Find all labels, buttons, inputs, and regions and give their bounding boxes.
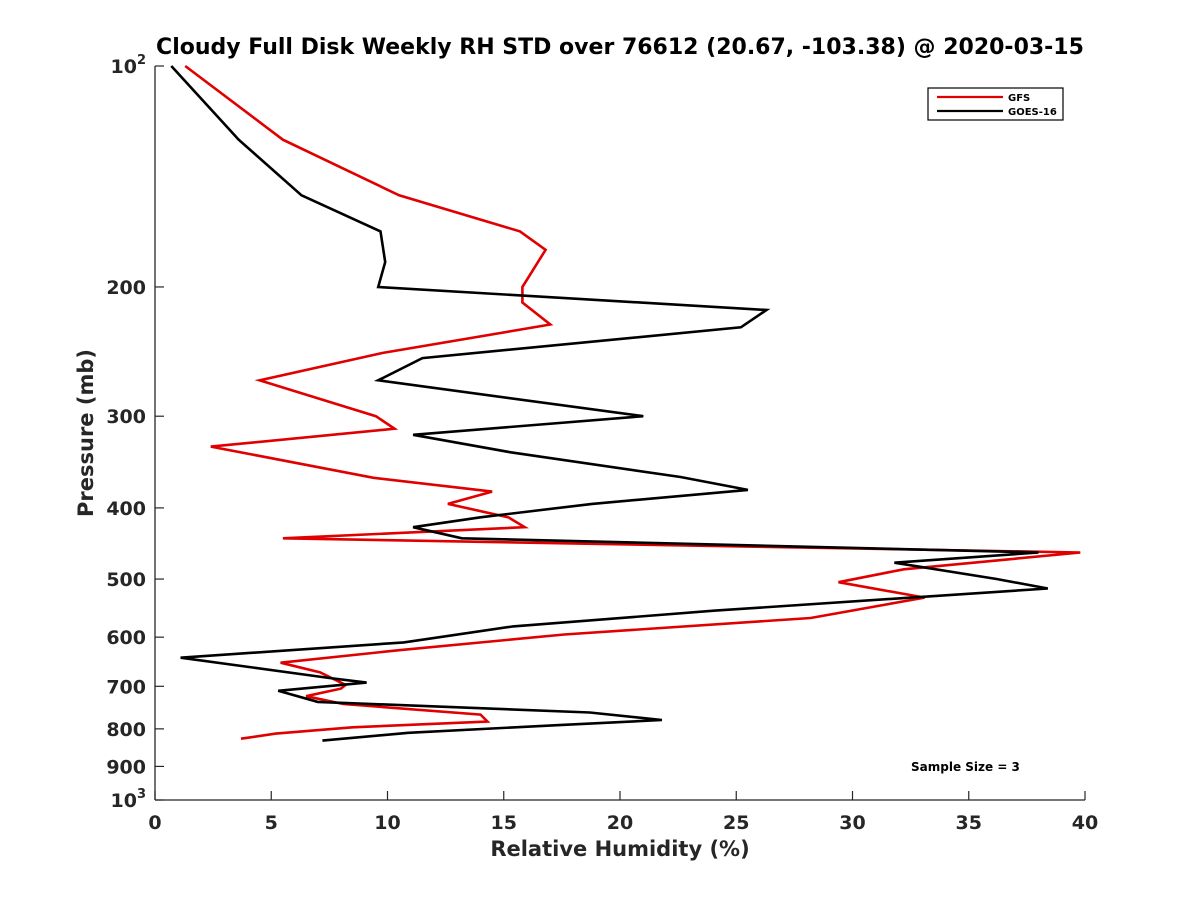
x-tick-label: 25	[723, 812, 749, 834]
x-axis-label: Relative Humidity (%)	[490, 837, 749, 861]
series-line-goes-16	[170, 65, 1049, 742]
x-tick-label: 15	[491, 812, 517, 834]
y-tick-label: 103	[111, 787, 147, 812]
y-tick-label: 700	[106, 676, 146, 698]
legend-box	[927, 87, 1064, 121]
legend-label-gfs: GFS	[1008, 93, 1030, 104]
plot-area: 0 5 10 15 20 25 30 35 40 102 200 300 400 500 600 700 80…	[106, 53, 1098, 834]
x-tick-label: 35	[956, 812, 982, 834]
legend: GFS GOES-16	[927, 87, 1064, 121]
x-tick-label: 30	[839, 812, 865, 834]
y-tick-label: 200	[106, 277, 146, 299]
x-tick-label: 5	[265, 812, 278, 834]
y-tick-label: 300	[106, 406, 146, 428]
y-tick-label: 500	[106, 569, 146, 591]
x-axis-ticks: 0 5 10 15 20 25 30 35 40	[148, 791, 1098, 834]
x-tick-label: 20	[607, 812, 633, 834]
legend-label-goes-16: GOES-16	[1008, 107, 1057, 118]
x-tick-label: 10	[374, 812, 400, 834]
sample-size-annotation: Sample Size = 3	[911, 760, 1020, 774]
x-tick-label: 0	[148, 812, 161, 834]
y-axis-ticks: 102 200 300 400 500 600 700 800 900 103	[106, 53, 164, 812]
y-tick-label: 800	[106, 719, 146, 741]
series-line-gfs	[184, 64, 1081, 740]
y-axis-label: Pressure (mb)	[74, 349, 98, 517]
chart-title: Cloudy Full Disk Weekly RH STD over 7661…	[156, 35, 1084, 60]
y-tick-label: 600	[106, 627, 146, 649]
plot-frame	[155, 66, 1085, 800]
x-tick-label: 40	[1072, 812, 1098, 834]
y-tick-label: 102	[111, 53, 147, 78]
y-tick-label: 400	[106, 498, 146, 520]
series-layer	[170, 64, 1081, 742]
y-tick-label: 900	[106, 756, 146, 778]
